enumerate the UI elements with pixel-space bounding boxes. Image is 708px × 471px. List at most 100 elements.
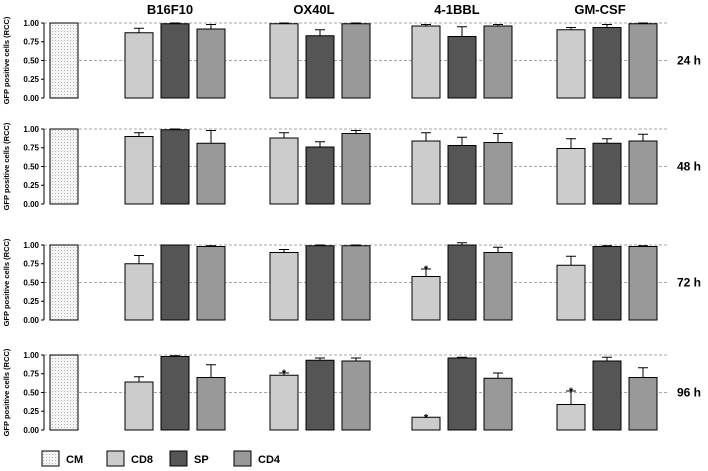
bar-cd8 — [556, 264, 586, 321]
y-tick-label: 1.00 — [23, 241, 39, 250]
bar-cd8 — [411, 25, 441, 99]
y-tick-label: 1.00 — [23, 125, 39, 134]
bar-sp — [447, 145, 477, 205]
bar-cd4 — [483, 252, 513, 321]
bar-cd4 — [628, 377, 658, 431]
y-tick-label: 0.50 — [23, 56, 39, 65]
bar-sp — [592, 360, 622, 431]
bar-cd8 — [556, 404, 586, 431]
legend-label-cd4: CD4 — [258, 454, 281, 466]
time-label-48-h: 48 h — [677, 160, 701, 174]
bar-sp — [305, 245, 335, 321]
bar-cd4 — [196, 246, 226, 321]
bar-sp — [592, 142, 622, 205]
y-axis-label: GFP positive cells (RCC) — [2, 348, 11, 436]
significance-marker: * — [424, 412, 429, 424]
bar-cd8 — [556, 29, 586, 99]
bar-cd4 — [341, 23, 371, 99]
panel-24-h: 0.00 0.25 0.50 0.75 1.00 GFP positive cells (… — [2, 16, 701, 104]
bar-cd4 — [341, 245, 371, 321]
bar-cd4 — [483, 377, 513, 431]
panel-72-h: 0.00 0.25 0.50 0.75 1.00 GFP positive cells (… — [2, 238, 701, 326]
plot-area: B16F10 OX40L 4-1BBL GM-CSF 0.00 0.25 0.50 0.75 1… — [2, 2, 701, 436]
group-header-4-1bbl: 4-1BBL — [434, 2, 480, 17]
legend: CM CD8 SP CD4 — [41, 450, 281, 467]
y-tick-label: 0.50 — [23, 388, 39, 397]
time-label-24-h: 24 h — [677, 54, 701, 68]
legend-swatch-cd8 — [106, 450, 125, 467]
panel-96-h: 0.00 0.25 0.50 0.75 1.00 GFP positive cells (… — [2, 348, 701, 436]
bar-cm — [49, 22, 79, 99]
bar-cd4 — [341, 133, 371, 205]
bar-cm — [49, 128, 79, 205]
bar-cd8 — [269, 23, 299, 99]
bar-cd8 — [269, 252, 299, 321]
bar-sp — [160, 129, 190, 205]
bar-cd4 — [483, 142, 513, 205]
bar-cm — [49, 354, 79, 431]
bar-cd8 — [124, 32, 154, 99]
y-tick-label: 0.50 — [23, 278, 39, 287]
bar-cd8 — [411, 416, 441, 431]
bar-sp — [160, 23, 190, 99]
legend-label-cd8: CD8 — [131, 454, 153, 466]
bar-cd8 — [124, 263, 154, 321]
bar-cd4 — [628, 246, 658, 321]
bar-cd4 — [196, 377, 226, 431]
y-tick-label: 0.50 — [23, 162, 39, 171]
y-tick-label: 0.25 — [23, 181, 39, 190]
y-tick-label: 0.00 — [23, 316, 39, 325]
group-header-gm-csf: GM-CSF — [574, 2, 625, 17]
y-tick-label: 0.00 — [23, 200, 39, 209]
y-tick-label: 0.75 — [23, 260, 39, 269]
bar-cd8 — [411, 140, 441, 205]
bar-sp — [447, 36, 477, 99]
y-axis-label: GFP positive cells (RCC) — [2, 238, 11, 326]
panel-48-h: 0.00 0.25 0.50 0.75 1.00 GFP positive cells (… — [2, 122, 701, 210]
bar-cd8 — [269, 137, 299, 205]
bar-sp — [305, 359, 335, 431]
bar-cd8 — [269, 374, 299, 431]
bar-cd4 — [196, 28, 226, 99]
bar-sp — [592, 27, 622, 99]
legend-swatch-cd4 — [233, 450, 252, 467]
time-label-96-h: 96 h — [677, 386, 701, 400]
y-tick-label: 0.25 — [23, 407, 39, 416]
bar-cd4 — [628, 140, 658, 205]
y-tick-label: 1.00 — [23, 19, 39, 28]
legend-swatch-sp — [169, 450, 188, 467]
bar-sp — [447, 357, 477, 431]
legend-swatch-cm — [41, 450, 60, 467]
bar-cd8 — [124, 381, 154, 431]
y-tick-label: 0.00 — [23, 94, 39, 103]
bar-cd8 — [556, 148, 586, 205]
bar-sp — [592, 246, 622, 321]
bar-cd4 — [196, 142, 226, 205]
bar-sp — [447, 244, 477, 321]
legend-label-sp: SP — [194, 454, 209, 466]
y-tick-label: 0.00 — [23, 426, 39, 435]
legend-label-cm: CM — [66, 454, 83, 466]
bar-sp — [305, 146, 335, 205]
bar-sp — [305, 35, 335, 99]
bar-cm — [49, 244, 79, 321]
y-tick-label: 0.25 — [23, 297, 39, 306]
significance-marker: * — [282, 368, 287, 380]
y-tick-label: 0.25 — [23, 75, 39, 84]
bar-cd4 — [341, 360, 371, 431]
y-axis-label: GFP positive cells (RCC) — [2, 16, 11, 104]
y-tick-label: 0.75 — [23, 370, 39, 379]
significance-marker: * — [569, 386, 574, 398]
bar-cd4 — [483, 25, 513, 99]
bar-sp — [160, 244, 190, 321]
bar-cd8 — [411, 276, 441, 321]
time-label-72-h: 72 h — [677, 276, 701, 290]
group-header-b16f10: B16F10 — [147, 2, 193, 17]
significance-marker: * — [424, 264, 429, 276]
y-tick-label: 1.00 — [23, 351, 39, 360]
bar-cd8 — [124, 136, 154, 205]
y-axis-label: GFP positive cells (RCC) — [2, 122, 11, 210]
bar-sp — [160, 356, 190, 431]
y-tick-label: 0.75 — [23, 144, 39, 153]
